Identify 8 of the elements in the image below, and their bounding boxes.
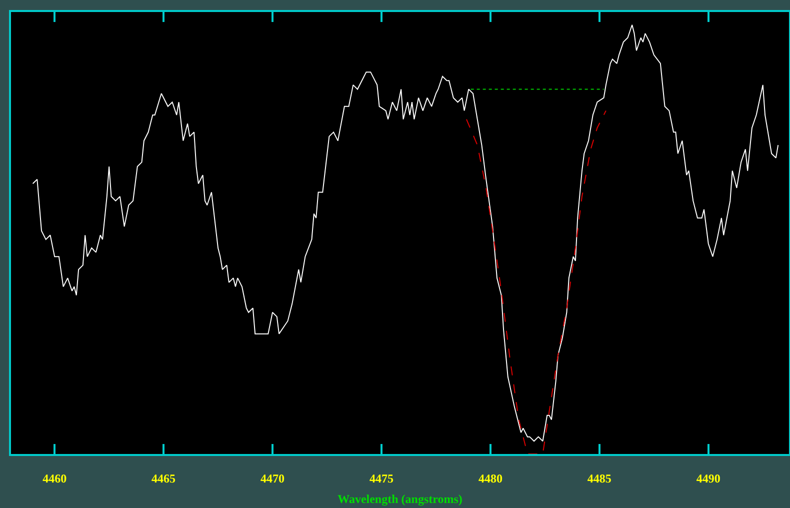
x-tick-label: 4470 [260,471,285,486]
x-tick-label: 4460 [42,471,67,486]
x-tick-label: 4465 [152,471,176,486]
x-tick-label: 4475 [369,471,394,486]
x-tick-label: 4485 [587,471,612,486]
x-tick-label: 4480 [478,471,502,486]
x-tick-label: 4490 [696,471,720,486]
x-axis-title: Wavelength (angstroms) [338,492,462,506]
